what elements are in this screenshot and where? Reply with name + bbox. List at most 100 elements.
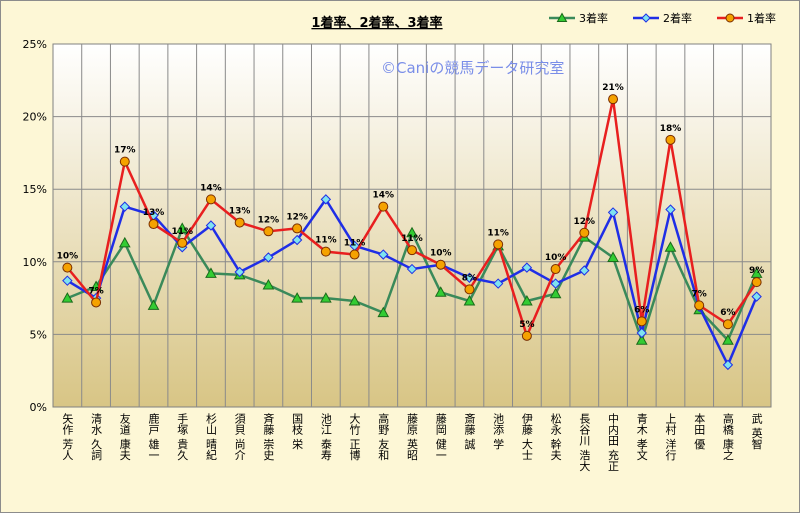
data-point — [751, 277, 762, 288]
data-point — [291, 292, 303, 303]
legend-label: 2着率 — [663, 11, 692, 25]
x-tick-label: 手塚 貴久 — [176, 412, 189, 461]
data-point — [61, 292, 74, 303]
data-label: 11% — [401, 234, 423, 244]
y-tick-label: 20% — [23, 111, 47, 124]
data-label: 13% — [229, 207, 251, 217]
data-label: 8% — [462, 273, 477, 283]
x-tick: 藤岡 健一 — [434, 413, 447, 461]
x-tick-label: 杉山 晴紀 — [204, 412, 217, 461]
data-label: 12% — [574, 217, 596, 227]
legend-marker — [556, 12, 568, 22]
x-tick-label: 須貝 尚介 — [233, 413, 246, 461]
data-point — [722, 359, 734, 371]
x-tick: 矢作 芳人 — [61, 412, 74, 461]
x-tick: 手塚 貴久 — [176, 412, 189, 461]
x-tick: 高野 友和 — [377, 412, 390, 461]
x-tick-label: 高野 友和 — [377, 412, 390, 461]
x-tick: 池江 泰寿 — [319, 413, 332, 461]
data-point — [377, 306, 390, 318]
data-label: 12% — [258, 215, 280, 225]
x-tick-label: 松永 幹夫 — [549, 412, 562, 461]
x-tick: 大竹 正博 — [348, 412, 361, 461]
data-label: 10% — [430, 249, 452, 259]
data-point — [608, 94, 619, 105]
data-point — [406, 226, 418, 238]
x-tick: 友道 康夫 — [118, 412, 131, 461]
x-tick: 長谷川 浩大 — [578, 413, 591, 472]
x-tick-label: 高橋 康之 — [721, 412, 734, 461]
data-point — [234, 217, 245, 228]
x-tick-label: 鹿戸 雄一 — [147, 412, 160, 461]
x-tick-label: 友道 康夫 — [118, 412, 131, 461]
x-tick-label: 本田 優 — [693, 412, 706, 450]
data-labels: 10% 7% 17% 13% 11% 14% 13% 12% 12% 11% 11% 14% 11% 10… — [57, 83, 765, 330]
data-point — [464, 272, 475, 283]
data-point — [291, 234, 303, 246]
data-point — [378, 249, 389, 260]
x-tick: 斉藤 崇史 — [262, 412, 275, 461]
data-label: 21% — [602, 83, 624, 93]
x-tick-label: 伊藤 大士 — [520, 413, 533, 461]
data-point — [234, 266, 245, 278]
data-point — [434, 286, 447, 297]
x-tick: 須貝 尚介 — [233, 413, 246, 461]
x-tick-label: 清水 久詞 — [90, 413, 103, 461]
data-point — [435, 259, 446, 270]
data-point — [521, 330, 532, 341]
legend-marker — [641, 13, 651, 23]
data-point — [148, 219, 159, 230]
data-point — [464, 284, 475, 295]
data-label: 5% — [519, 320, 534, 330]
data-label: 13% — [143, 208, 165, 218]
data-point — [492, 278, 504, 289]
data-label: 11% — [315, 236, 337, 246]
x-tick-label: 池添 学 — [492, 413, 505, 450]
legend-item: 1着率 — [717, 11, 776, 25]
y-axis: 0% 5% 10% 15% 20% 25% — [23, 38, 47, 414]
data-point — [119, 201, 131, 212]
x-tick-label: 国枝 栄 — [291, 413, 304, 450]
data-point — [550, 264, 561, 275]
x-tick: 伊藤 大士 — [520, 413, 533, 461]
x-tick-label: 池江 泰寿 — [319, 413, 332, 461]
data-point — [320, 194, 332, 205]
data-point — [177, 237, 188, 248]
data-point — [348, 294, 361, 306]
data-label: 6% — [720, 308, 735, 318]
data-point — [91, 297, 102, 308]
data-point — [463, 294, 476, 306]
data-label: 18% — [660, 124, 682, 134]
legend-label: 3着率 — [579, 11, 608, 25]
data-point — [579, 227, 590, 238]
data-label: 14% — [373, 191, 395, 201]
data-label: 7% — [692, 289, 707, 299]
data-point — [550, 278, 561, 289]
x-tick: 斎藤 誠 — [463, 412, 476, 450]
data-point — [607, 251, 619, 262]
legend-label: 1着率 — [747, 11, 776, 25]
data-point — [205, 220, 217, 231]
x-tick: 本田 優 — [693, 412, 706, 450]
data-label: 11% — [171, 227, 193, 237]
data-point — [636, 327, 647, 339]
data-label: 7% — [88, 286, 103, 296]
plot-area — [52, 43, 772, 408]
series-layer — [61, 94, 763, 371]
chart-title: 1着率、2着率、3着率 — [311, 15, 442, 31]
data-point — [292, 223, 303, 234]
data-point — [118, 236, 131, 248]
x-tick: 中内田 充正 — [607, 413, 620, 472]
x-tick-label: 斎藤 誠 — [463, 412, 476, 450]
data-point — [521, 294, 533, 306]
x-tick-label: 武 英智 — [750, 413, 763, 450]
data-point — [665, 134, 676, 145]
data-point — [205, 267, 217, 278]
data-point — [62, 275, 73, 286]
data-label: 11% — [344, 239, 366, 249]
legend-item: 3着率 — [549, 11, 608, 25]
data-point — [263, 226, 274, 237]
data-point — [549, 287, 562, 299]
legend-item: 2着率 — [633, 11, 692, 25]
legend-marker — [725, 13, 735, 23]
